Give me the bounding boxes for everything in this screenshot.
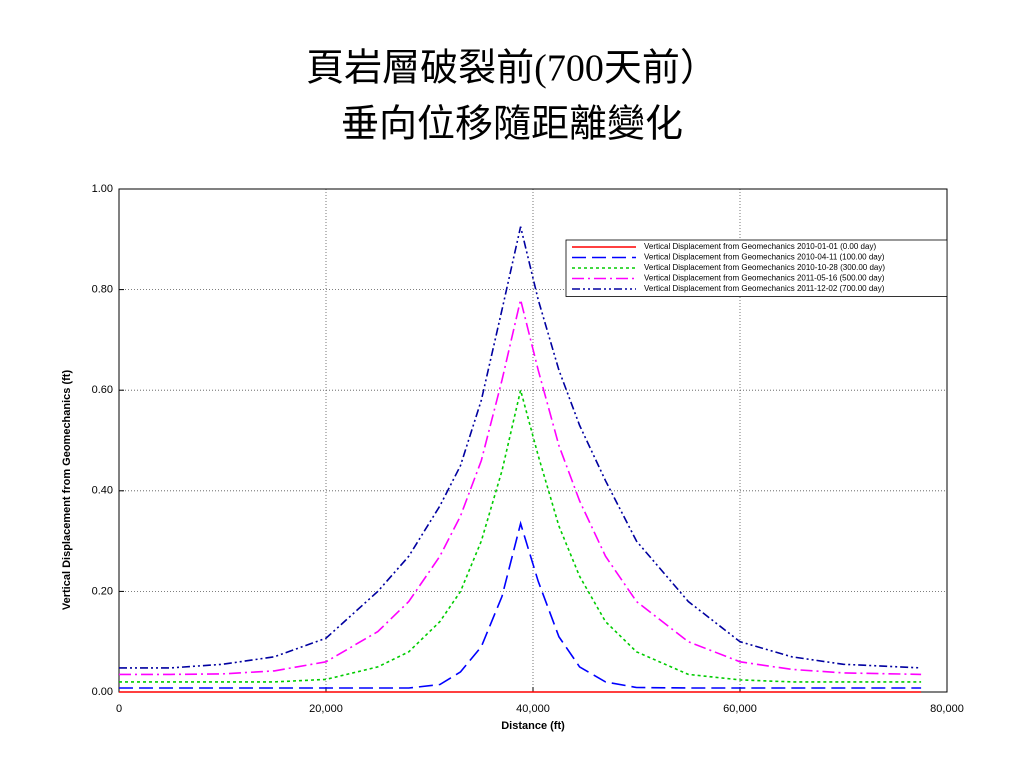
legend-box <box>565 239 948 297</box>
x-axis-label: Distance (ft) <box>501 720 565 732</box>
legend-label: Vertical Displacement from Geomechanics … <box>644 274 885 283</box>
x-tick-label: 40,000 <box>516 703 550 715</box>
series-line <box>119 520 922 689</box>
y-tick-label: 0.20 <box>92 585 113 597</box>
y-tick-label: 1.00 <box>92 183 113 195</box>
y-tick-label: 0.40 <box>92 485 113 497</box>
x-tick-label: 80,000 <box>930 703 964 715</box>
legend-label: Vertical Displacement from Geomechanics … <box>644 284 885 293</box>
series-line <box>119 226 922 669</box>
x-tick-label: 60,000 <box>723 703 757 715</box>
series-line <box>119 389 922 683</box>
y-axis-label: Vertical Displacement from Geomechanics … <box>61 370 73 611</box>
chart-subtitle: 垂向位移隨距離變化 <box>341 104 683 146</box>
y-tick-label: 0.80 <box>92 284 113 296</box>
y-tick-label: 0.00 <box>92 686 113 698</box>
y-tick-label: 0.60 <box>92 384 113 396</box>
x-tick-label: 20,000 <box>309 703 343 715</box>
legend-label: Vertical Displacement from Geomechanics … <box>644 242 876 251</box>
series-line <box>119 299 922 676</box>
chart-title: 頁岩層破裂前(700天前） <box>306 48 718 90</box>
x-tick-label: 0 <box>116 703 122 715</box>
legend-label: Vertical Displacement from Geomechanics … <box>644 263 885 272</box>
legend-label: Vertical Displacement from Geomechanics … <box>644 253 885 262</box>
